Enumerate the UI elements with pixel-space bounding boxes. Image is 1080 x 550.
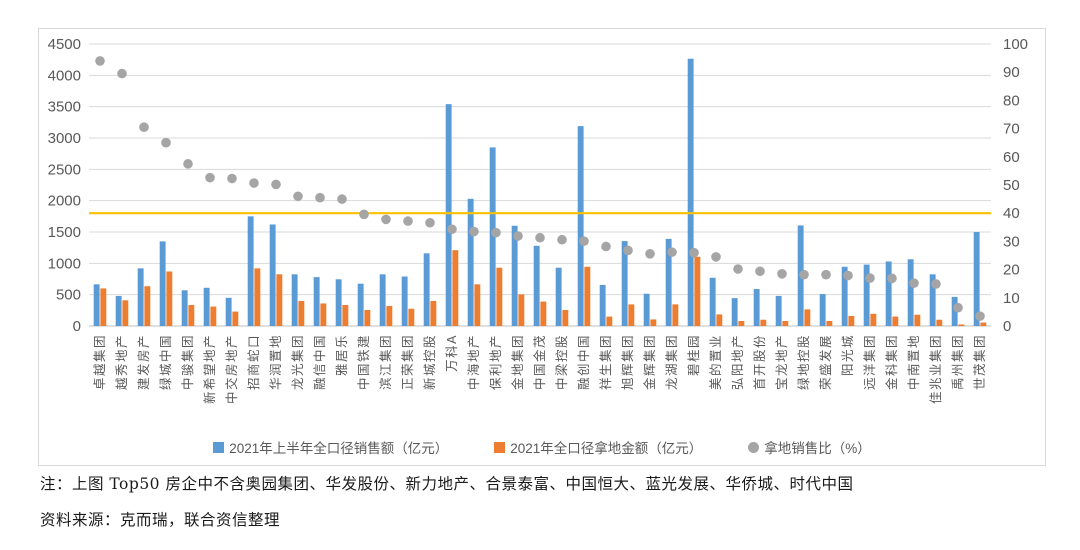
svg-text:阳光城: 阳光城 [841,334,855,376]
gridlines [89,43,991,327]
svg-text:弘阳地产: 弘阳地产 [731,334,745,390]
svg-text:中骏集团: 中骏集团 [180,334,195,390]
svg-text:0: 0 [73,318,81,335]
legend-label-ratio: 拿地销售比（%） [764,441,871,456]
svg-text:中梁控股: 中梁控股 [554,334,569,390]
svg-text:禹州集团: 禹州集团 [950,334,965,390]
legend-item-ratio: 拿地销售比（%） [748,437,871,457]
sales-series-swatch-icon [213,441,225,453]
chart-container: 0 500 1000 1500 2000 2500 3000 3500 4000 4500 0 10 2… [38,28,1046,466]
right-axis-labels: 0 10 20 30 40 50 60 70 80 90 100 [1003,36,1028,335]
svg-text:中国铁建: 中国铁建 [356,334,371,390]
ratio-dots [95,56,985,321]
svg-text:500: 500 [56,287,81,304]
svg-text:首开股份: 首开股份 [753,334,767,390]
svg-text:金科集团: 金科集团 [884,334,899,390]
svg-text:保利地产: 保利地产 [489,334,503,390]
svg-text:20: 20 [1003,262,1020,279]
x-category-labels: 卓越集团 越秀地产 建发房产 绿城中国 中骏集团 新希望地产 中交房地产 招商蛇口 华润置地 龙光… [92,334,987,404]
svg-text:招商蛇口: 招商蛇口 [246,334,261,390]
svg-text:2500: 2500 [48,161,81,178]
svg-text:祥生集团: 祥生集团 [598,334,613,390]
svg-text:中南置地: 中南置地 [906,334,921,390]
combo-chart: 0 500 1000 1500 2000 2500 3000 3500 4000 4500 0 10 2… [48,36,1028,404]
svg-text:卓越集团: 卓越集团 [92,334,107,390]
svg-text:世茂集团: 世茂集团 [972,334,987,390]
svg-text:1500: 1500 [48,224,81,241]
chart-legend: 2021年上半年全口径销售额（亿元） 2021年全口径拿地金额（亿元） 拿地销售… [39,437,1045,457]
svg-text:90: 90 [1003,64,1020,81]
land-bars [100,250,987,326]
footnote-exclusions: 注：上图 Top50 房企中不含奥园集团、华发股份、新力地产、合景泰富、中国恒大… [40,475,854,493]
svg-text:3500: 3500 [48,99,81,116]
svg-text:4000: 4000 [48,67,81,84]
svg-text:60: 60 [1003,149,1020,166]
svg-text:新城控股: 新城控股 [422,334,437,390]
svg-text:70: 70 [1003,121,1020,138]
svg-text:正荣集团: 正荣集团 [400,334,415,390]
svg-text:美的置业: 美的置业 [708,334,723,390]
left-axis-labels: 0 500 1000 1500 2000 2500 3000 3500 4000 4500 [48,36,81,335]
legend-label-land: 2021年全口径拿地金额（亿元） [510,441,703,456]
ratio-series-swatch-icon [748,441,760,453]
svg-text:滨江集团: 滨江集团 [378,334,393,390]
svg-text:2000: 2000 [48,193,81,210]
footnote-source: 资料来源：克而瑞，联合资信整理 [40,511,281,529]
svg-text:宝龙地产: 宝龙地产 [775,334,789,390]
svg-text:中交房地产: 中交房地产 [224,334,239,404]
svg-text:0: 0 [1003,318,1011,335]
svg-text:金辉集团: 金辉集团 [642,334,657,390]
svg-text:4500: 4500 [48,36,81,53]
svg-text:荣盛发展: 荣盛发展 [818,334,833,390]
svg-text:1000: 1000 [48,255,81,272]
land-series-swatch-icon [494,441,506,453]
svg-text:旭辉集团: 旭辉集团 [620,334,635,390]
sales-bars [93,58,980,327]
svg-text:龙湖集团: 龙湖集团 [664,334,679,390]
svg-text:越秀地产: 越秀地产 [115,334,129,390]
svg-text:龙光集团: 龙光集团 [290,334,305,390]
svg-text:50: 50 [1003,177,1020,194]
svg-text:10: 10 [1003,290,1020,307]
svg-text:华润置地: 华润置地 [268,334,283,390]
svg-text:碧桂园: 碧桂园 [686,334,701,376]
svg-text:100: 100 [1003,36,1028,53]
legend-item-land: 2021年全口径拿地金额（亿元） [494,437,702,457]
svg-text:3000: 3000 [48,130,81,147]
svg-text:远洋集团: 远洋集团 [862,334,877,390]
svg-text:40: 40 [1003,205,1020,222]
svg-text:佳兆业集团: 佳兆业集团 [928,334,943,404]
svg-text:中海地产: 中海地产 [466,334,481,390]
svg-text:绿地控股: 绿地控股 [796,334,811,390]
svg-text:金地集团: 金地集团 [510,334,525,390]
svg-text:融创中国: 融创中国 [576,334,591,390]
svg-text:雅居乐: 雅居乐 [334,334,349,376]
svg-text:绿城中国: 绿城中国 [158,334,173,390]
svg-text:万科A: 万科A [445,334,459,372]
svg-text:建发房产: 建发房产 [136,334,151,390]
svg-text:融信中国: 融信中国 [312,334,327,390]
svg-text:新希望地产: 新希望地产 [202,334,217,404]
svg-text:80: 80 [1003,92,1020,109]
legend-label-sales: 2021年上半年全口径销售额（亿元） [229,441,449,456]
legend-item-sales: 2021年上半年全口径销售额（亿元） [213,437,448,457]
svg-text:30: 30 [1003,233,1020,250]
svg-text:中国金茂: 中国金茂 [532,334,547,390]
